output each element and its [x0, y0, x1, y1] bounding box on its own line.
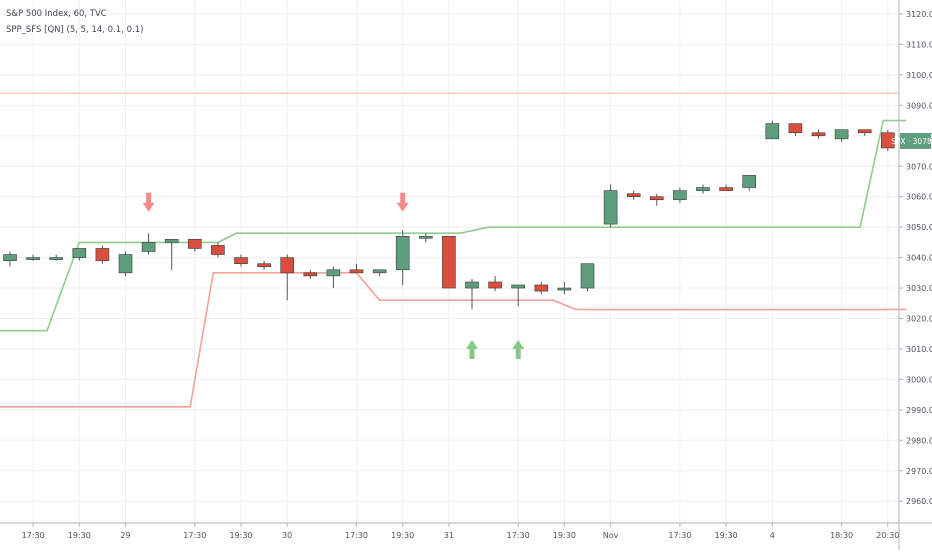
- candle-bull: [49, 257, 64, 260]
- x-tick-label: Nov: [603, 531, 619, 540]
- sell-signal-arrow-icon: [396, 192, 409, 212]
- y-tick-label: 3120.0: [906, 10, 932, 19]
- x-tick-label: 18:30: [830, 531, 853, 540]
- x-tick-label: 17:30: [345, 531, 368, 540]
- candle-bear: [488, 281, 502, 289]
- y-tick-label: 3070.0: [906, 162, 932, 171]
- candle-bear: [349, 269, 364, 274]
- candle-bull: [118, 254, 133, 274]
- x-tick-label: 19:30: [715, 531, 738, 540]
- candle-bull: [580, 263, 595, 289]
- x-tick-label: 4: [770, 531, 775, 540]
- candle-bull: [465, 281, 479, 289]
- x-tick-label: 19:30: [391, 531, 414, 540]
- y-tick-label: 2990.0: [906, 406, 932, 415]
- y-tick-label: 3040.0: [906, 254, 932, 263]
- candle-bull: [164, 239, 179, 243]
- price-label-text: SPX · 3078.3: [891, 137, 932, 146]
- candle-bear: [857, 129, 872, 134]
- y-tick-label: 3030.0: [906, 284, 932, 293]
- indicator-title[interactable]: SPP_SFS [QN] (5, 5, 14, 0.1, 0.1): [6, 25, 144, 35]
- y-tick-label: 3100.0: [906, 71, 932, 80]
- sell-signal-arrow-icon: [142, 192, 155, 212]
- price-label-box: [900, 132, 931, 149]
- candle-bear: [626, 193, 641, 197]
- candle-bull: [742, 175, 757, 188]
- x-tick-label: 30: [282, 531, 292, 540]
- x-tick-label: 20:30: [876, 531, 899, 540]
- x-tick-label: 29: [120, 531, 130, 540]
- candle-bear: [257, 263, 271, 268]
- candle-bear: [880, 132, 895, 149]
- candle-bull: [418, 235, 433, 239]
- candle-bull: [326, 269, 341, 277]
- candle-bull: [834, 129, 849, 140]
- candle-bear: [442, 235, 456, 289]
- x-tick-label: 17:30: [22, 531, 45, 540]
- candle-bull: [141, 242, 156, 252]
- candle-bear: [280, 257, 295, 274]
- candle-bear: [811, 132, 826, 137]
- buy-signal-arrow-icon: [466, 339, 478, 359]
- x-tick-label: 31: [444, 531, 454, 540]
- y-tick-label: 3060.0: [906, 193, 932, 202]
- candle-bull: [26, 257, 40, 260]
- candle-bear: [534, 284, 549, 292]
- candle-bear: [719, 187, 733, 191]
- candle-bull: [673, 190, 687, 201]
- series-layer: [0, 92, 907, 408]
- x-tick-label: 19:30: [68, 531, 91, 540]
- y-tick-label: 3110.0: [906, 40, 932, 49]
- candle-bull: [3, 254, 17, 261]
- buy-signal-arrow-icon: [512, 339, 525, 359]
- y-tick-label: 2970.0: [906, 467, 932, 476]
- candle-bull: [557, 287, 572, 291]
- candle-bear: [649, 196, 664, 201]
- lower-band-line: [0, 271, 907, 408]
- candle-bull: [395, 235, 410, 271]
- x-tick-label: 17:30: [183, 531, 206, 540]
- x-tick-label: 19:30: [229, 531, 252, 540]
- y-tick-label: 3090.0: [906, 101, 932, 110]
- candle-bear: [188, 239, 202, 249]
- candle-bear: [234, 257, 248, 264]
- x-tick-label: 17:30: [668, 531, 691, 540]
- candle-bear: [303, 272, 318, 277]
- candle-bull: [603, 190, 618, 225]
- y-tick-label: 3020.0: [906, 315, 932, 324]
- x-tick-label: 19:30: [553, 531, 576, 540]
- y-tick-label: 2960.0: [906, 497, 932, 506]
- symbol-title: S&P 500 Index, 60, TVC: [6, 9, 107, 19]
- y-tick-label: 3000.0: [906, 375, 932, 384]
- x-tick-label: 17:30: [507, 531, 530, 540]
- candle-bull: [696, 187, 710, 191]
- candle-bull: [372, 269, 387, 274]
- upper-band-line: [0, 119, 907, 332]
- candle-bull: [765, 123, 780, 140]
- candle-bull: [511, 284, 526, 289]
- y-tick-label: 3050.0: [906, 223, 932, 232]
- candle-bear: [788, 123, 803, 134]
- candle-bull: [72, 248, 87, 258]
- y-tick-label: 2980.0: [906, 436, 932, 445]
- y-tick-label: 3010.0: [906, 345, 932, 354]
- candle-bear: [211, 245, 225, 255]
- candle-bear: [95, 248, 110, 261]
